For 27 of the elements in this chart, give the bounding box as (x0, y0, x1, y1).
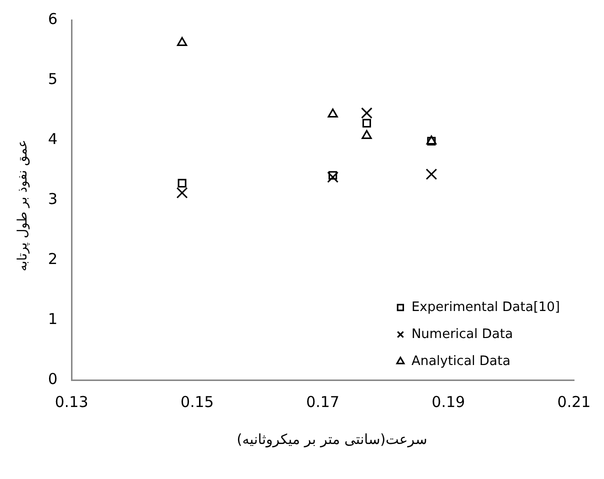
x-tick-label: 0.21 (557, 392, 591, 411)
point (176, 187, 188, 198)
y-tick-label: 2 (48, 250, 58, 268)
point (327, 172, 339, 183)
y-tick-label: 0 (48, 370, 58, 388)
y-tick-label: 3 (48, 190, 58, 208)
point (178, 178, 186, 188)
y-tick-label: 6 (48, 10, 58, 28)
point (362, 118, 372, 128)
legend-label: Numerical Data (411, 326, 513, 342)
y-tick-label: 5 (48, 70, 58, 88)
point (362, 130, 372, 140)
legend-label: Experimental Data[10] (411, 300, 560, 315)
point (328, 108, 338, 118)
y-tick-label: 4 (48, 130, 58, 148)
x-tick-label: 0.15 (180, 392, 214, 411)
x-tick-label: 0.13 (54, 392, 88, 411)
legend-label: Analytical Data (411, 354, 510, 369)
y-axis-title: عمق نفوذ بر طول پرتابه (16, 139, 31, 271)
point (426, 168, 438, 180)
x-tick-label: 0.17 (306, 392, 340, 411)
point (177, 37, 188, 46)
y-tick-label: 1 (48, 310, 58, 328)
point (361, 107, 372, 119)
x-axis-title: سرعت(سانتی متر بر میکروثانیه) (236, 432, 428, 448)
x-tick-label: 0.19 (432, 392, 466, 411)
point (328, 171, 338, 180)
